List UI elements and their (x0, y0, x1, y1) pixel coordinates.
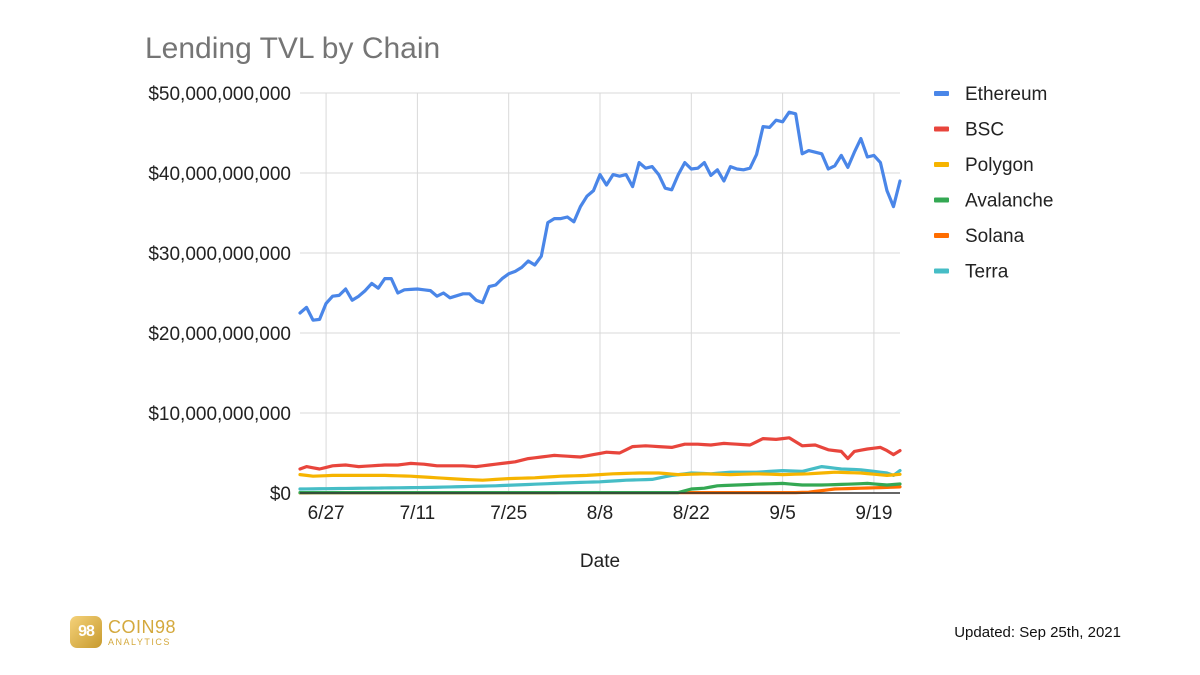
updated-timestamp: Updated: Sep 25th, 2021 (954, 624, 1121, 641)
legend-label-bsc: BSC (965, 120, 1004, 141)
x-axis-label: Date (580, 551, 620, 572)
legend-label-avalanche: Avalanche (965, 191, 1053, 212)
x-axis-ticks: 6/27 7/11 7/25 8/8 8/22 9/5 9/19 (308, 503, 893, 524)
x-tick-label: 7/25 (490, 503, 527, 524)
gridlines (300, 92, 900, 493)
legend-label-ethereum: Ethereum (965, 84, 1047, 105)
legend-swatch-terra (934, 268, 949, 274)
x-tick-label: 7/11 (400, 503, 436, 524)
legend-label-solana: Solana (965, 226, 1025, 247)
legend: Ethereum BSC Polygon Avalanche Solana Terra (934, 84, 1053, 283)
legend-swatch-avalanche (934, 197, 949, 203)
x-tick-label: 6/27 (308, 503, 345, 524)
series-line-polygon (298, 470, 902, 482)
x-tick-label: 9/19 (855, 503, 892, 524)
x-tick-label: 8/8 (587, 503, 613, 524)
legend-swatch-ethereum (934, 91, 949, 96)
legend-swatch-solana (934, 233, 949, 238)
y-tick-label: $0 (270, 484, 291, 505)
coin98-logo-text: COIN98 ANALYTICS (108, 618, 176, 647)
y-tick-label: $20,000,000,000 (148, 324, 291, 345)
logo-subtitle: ANALYTICS (108, 636, 171, 647)
series-line-terra (298, 465, 902, 491)
legend-swatch-polygon (934, 162, 949, 167)
x-tick-label: 8/22 (673, 503, 710, 524)
y-tick-label: $40,000,000,000 (148, 164, 291, 185)
y-tick-label: $50,000,000,000 (148, 84, 291, 105)
y-axis-ticks: $0 $10,000,000,000 $20,000,000,000 $30,000,… (148, 84, 291, 505)
series-line-bsc (298, 436, 902, 471)
logo-name: COIN98 (108, 616, 177, 637)
y-tick-label: $30,000,000,000 (148, 244, 291, 265)
coin98-logo: 98 COIN98 ANALYTICS (70, 614, 176, 650)
legend-swatch-bsc (934, 126, 949, 132)
x-tick-label: 9/5 (769, 503, 795, 524)
y-tick-label: $10,000,000,000 (148, 404, 291, 425)
legend-label-terra: Terra (965, 262, 1009, 283)
coin98-logo-mark: 98 (70, 616, 102, 648)
legend-label-polygon: Polygon (965, 155, 1034, 176)
series-line-ethereum (298, 110, 902, 322)
chart-title: Lending TVL by Chain (145, 32, 440, 65)
